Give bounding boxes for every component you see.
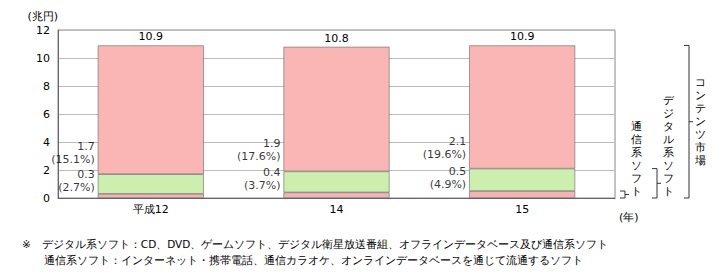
svg-text:平成12: 平成12 <box>133 203 169 216</box>
svg-text:ソ: ソ <box>631 159 642 172</box>
svg-text:1.7: 1.7 <box>77 140 95 153</box>
svg-text:10: 10 <box>36 52 50 65</box>
svg-text:フ: フ <box>631 172 642 185</box>
svg-text:(4.9%): (4.9%) <box>430 178 467 191</box>
svg-text:市: 市 <box>695 141 706 154</box>
svg-text:2.1: 2.1 <box>449 135 467 148</box>
svg-text:ン: ン <box>695 115 706 128</box>
svg-text:ル: ル <box>663 133 674 146</box>
svg-text:2: 2 <box>43 164 50 177</box>
svg-text:ツ: ツ <box>695 128 706 141</box>
svg-text:(15.1%): (15.1%) <box>51 153 95 166</box>
svg-text:コ: コ <box>695 76 706 89</box>
svg-text:0: 0 <box>43 192 50 205</box>
svg-text:6: 6 <box>43 108 50 121</box>
svg-text:ト: ト <box>631 185 642 198</box>
svg-text:タ: タ <box>663 120 674 133</box>
svg-text:10.9: 10.9 <box>510 30 535 43</box>
svg-text:14: 14 <box>330 203 344 216</box>
svg-text:通信系ソフト：インターネット・携帯電話、通信カラオケ、オンラ: 通信系ソフト：インターネット・携帯電話、通信カラオケ、オンラインデータベースを通… <box>44 254 583 267</box>
svg-text:0.4: 0.4 <box>263 166 281 179</box>
svg-text:0.3: 0.3 <box>77 168 95 181</box>
svg-text:ジ: ジ <box>663 107 674 120</box>
svg-text:信: 信 <box>631 133 642 146</box>
svg-text:4: 4 <box>43 136 50 149</box>
svg-text:テ: テ <box>695 102 706 115</box>
svg-text:10.9: 10.9 <box>139 30 164 43</box>
svg-text:ン: ン <box>695 89 706 102</box>
svg-text:12: 12 <box>36 24 50 37</box>
svg-text:0.5: 0.5 <box>449 165 467 178</box>
svg-text:(17.6%): (17.6%) <box>237 150 281 163</box>
svg-text:(年): (年) <box>619 211 639 224</box>
svg-text:15: 15 <box>515 203 529 216</box>
svg-text:フ: フ <box>663 172 674 185</box>
svg-text:デ: デ <box>663 94 675 107</box>
svg-text:系: 系 <box>663 146 674 159</box>
svg-text:(2.7%): (2.7%) <box>58 181 95 194</box>
svg-text:(兆円): (兆円) <box>27 10 58 23</box>
svg-text:系: 系 <box>631 146 642 159</box>
svg-text:ト: ト <box>663 185 674 198</box>
svg-text:※ デジタル系ソフト：CD、DVD、ゲームソフト、デジタル衛: ※ デジタル系ソフト：CD、DVD、ゲームソフト、デジタル衛星放送番組、オフライ… <box>22 238 608 250</box>
svg-text:場: 場 <box>694 154 706 167</box>
svg-text:(3.7%): (3.7%) <box>244 179 281 192</box>
svg-text:10.8: 10.8 <box>324 32 349 45</box>
svg-text:ソ: ソ <box>663 159 674 172</box>
svg-text:(19.6%): (19.6%) <box>423 148 467 161</box>
svg-text:8: 8 <box>43 80 50 93</box>
svg-text:1.9: 1.9 <box>263 137 281 150</box>
svg-text:通: 通 <box>631 120 642 133</box>
